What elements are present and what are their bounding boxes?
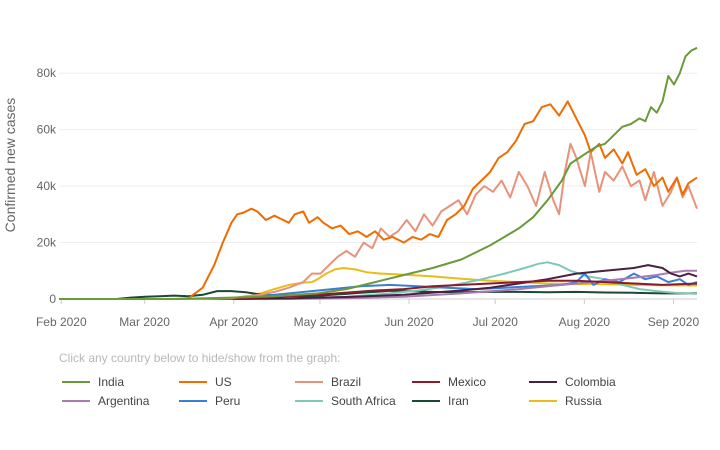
series-line-south-africa	[59, 261, 698, 300]
legend-item-south-africa[interactable]: South Africa	[295, 394, 396, 408]
legend-swatch	[62, 400, 90, 402]
legend-item-us[interactable]: US	[179, 375, 232, 389]
series-line-us	[59, 100, 698, 300]
legend-swatch	[529, 400, 557, 402]
legend-item-argentina[interactable]: Argentina	[62, 394, 149, 408]
x-tick-label: Apr 2020	[209, 315, 258, 329]
legend-item-india[interactable]: India	[62, 375, 124, 389]
y-tick-label: 80k	[37, 66, 57, 80]
legend-item-russia[interactable]: Russia	[529, 394, 602, 408]
series-line-brazil	[59, 142, 698, 300]
legend-label: US	[215, 375, 232, 389]
legend-item-colombia[interactable]: Colombia	[529, 375, 616, 389]
series-line-colombia	[59, 264, 698, 300]
x-tick-label: Jun 2020	[384, 315, 434, 329]
legend-swatch	[412, 381, 440, 383]
x-axis-ticks: Feb 2020 Mar 2020 Apr 2020 May 2020 Jun 2020…	[36, 299, 700, 329]
legend-item-mexico[interactable]: Mexico	[412, 375, 486, 389]
y-tick-label: 60k	[37, 123, 57, 137]
legend-label: Argentina	[98, 394, 150, 408]
legend-swatch	[412, 400, 440, 402]
series-lines	[59, 46, 698, 300]
x-tick-label: Feb 2020	[36, 315, 87, 329]
legend-label: Iran	[448, 394, 469, 408]
legend-label: Colombia	[565, 375, 616, 389]
grid-lines	[59, 72, 697, 300]
legend-swatch	[295, 400, 323, 402]
series-line-russia	[59, 267, 698, 300]
x-tick-label: May 2020	[294, 315, 347, 329]
legend-hint: Click any country below to hide/show fro…	[59, 351, 341, 365]
y-tick-label: 20k	[37, 236, 57, 250]
y-tick-label: 40k	[37, 179, 57, 193]
legend-swatch	[179, 381, 207, 383]
series-line-india	[59, 46, 698, 300]
legend-swatch	[62, 381, 90, 383]
series-line-iran	[59, 289, 697, 300]
y-tick-label: 0	[49, 292, 56, 306]
y-axis-label: Confirmed new cases	[2, 98, 18, 233]
legend-label: Mexico	[448, 375, 487, 389]
legend-item-peru[interactable]: Peru	[179, 394, 240, 408]
legend-item-iran[interactable]: Iran	[412, 394, 469, 408]
legend-swatch	[529, 381, 557, 383]
legend-label: India	[98, 375, 125, 389]
legend-label: Peru	[215, 394, 241, 408]
x-tick-label: Aug 2020	[559, 315, 611, 329]
x-tick-label: Jul 2020	[473, 315, 519, 329]
x-tick-label: Sep 2020	[648, 315, 700, 329]
x-tick-label: Mar 2020	[119, 315, 170, 329]
y-axis-ticks: 0 20k 40k 60k 80k	[37, 66, 57, 306]
legend-label: South Africa	[331, 394, 396, 408]
legend-swatch	[295, 381, 323, 383]
legend-swatch	[179, 400, 207, 402]
legend-label: Brazil	[331, 375, 362, 389]
legend-label: Russia	[565, 394, 602, 408]
legend-item-brazil[interactable]: Brazil	[295, 375, 361, 389]
